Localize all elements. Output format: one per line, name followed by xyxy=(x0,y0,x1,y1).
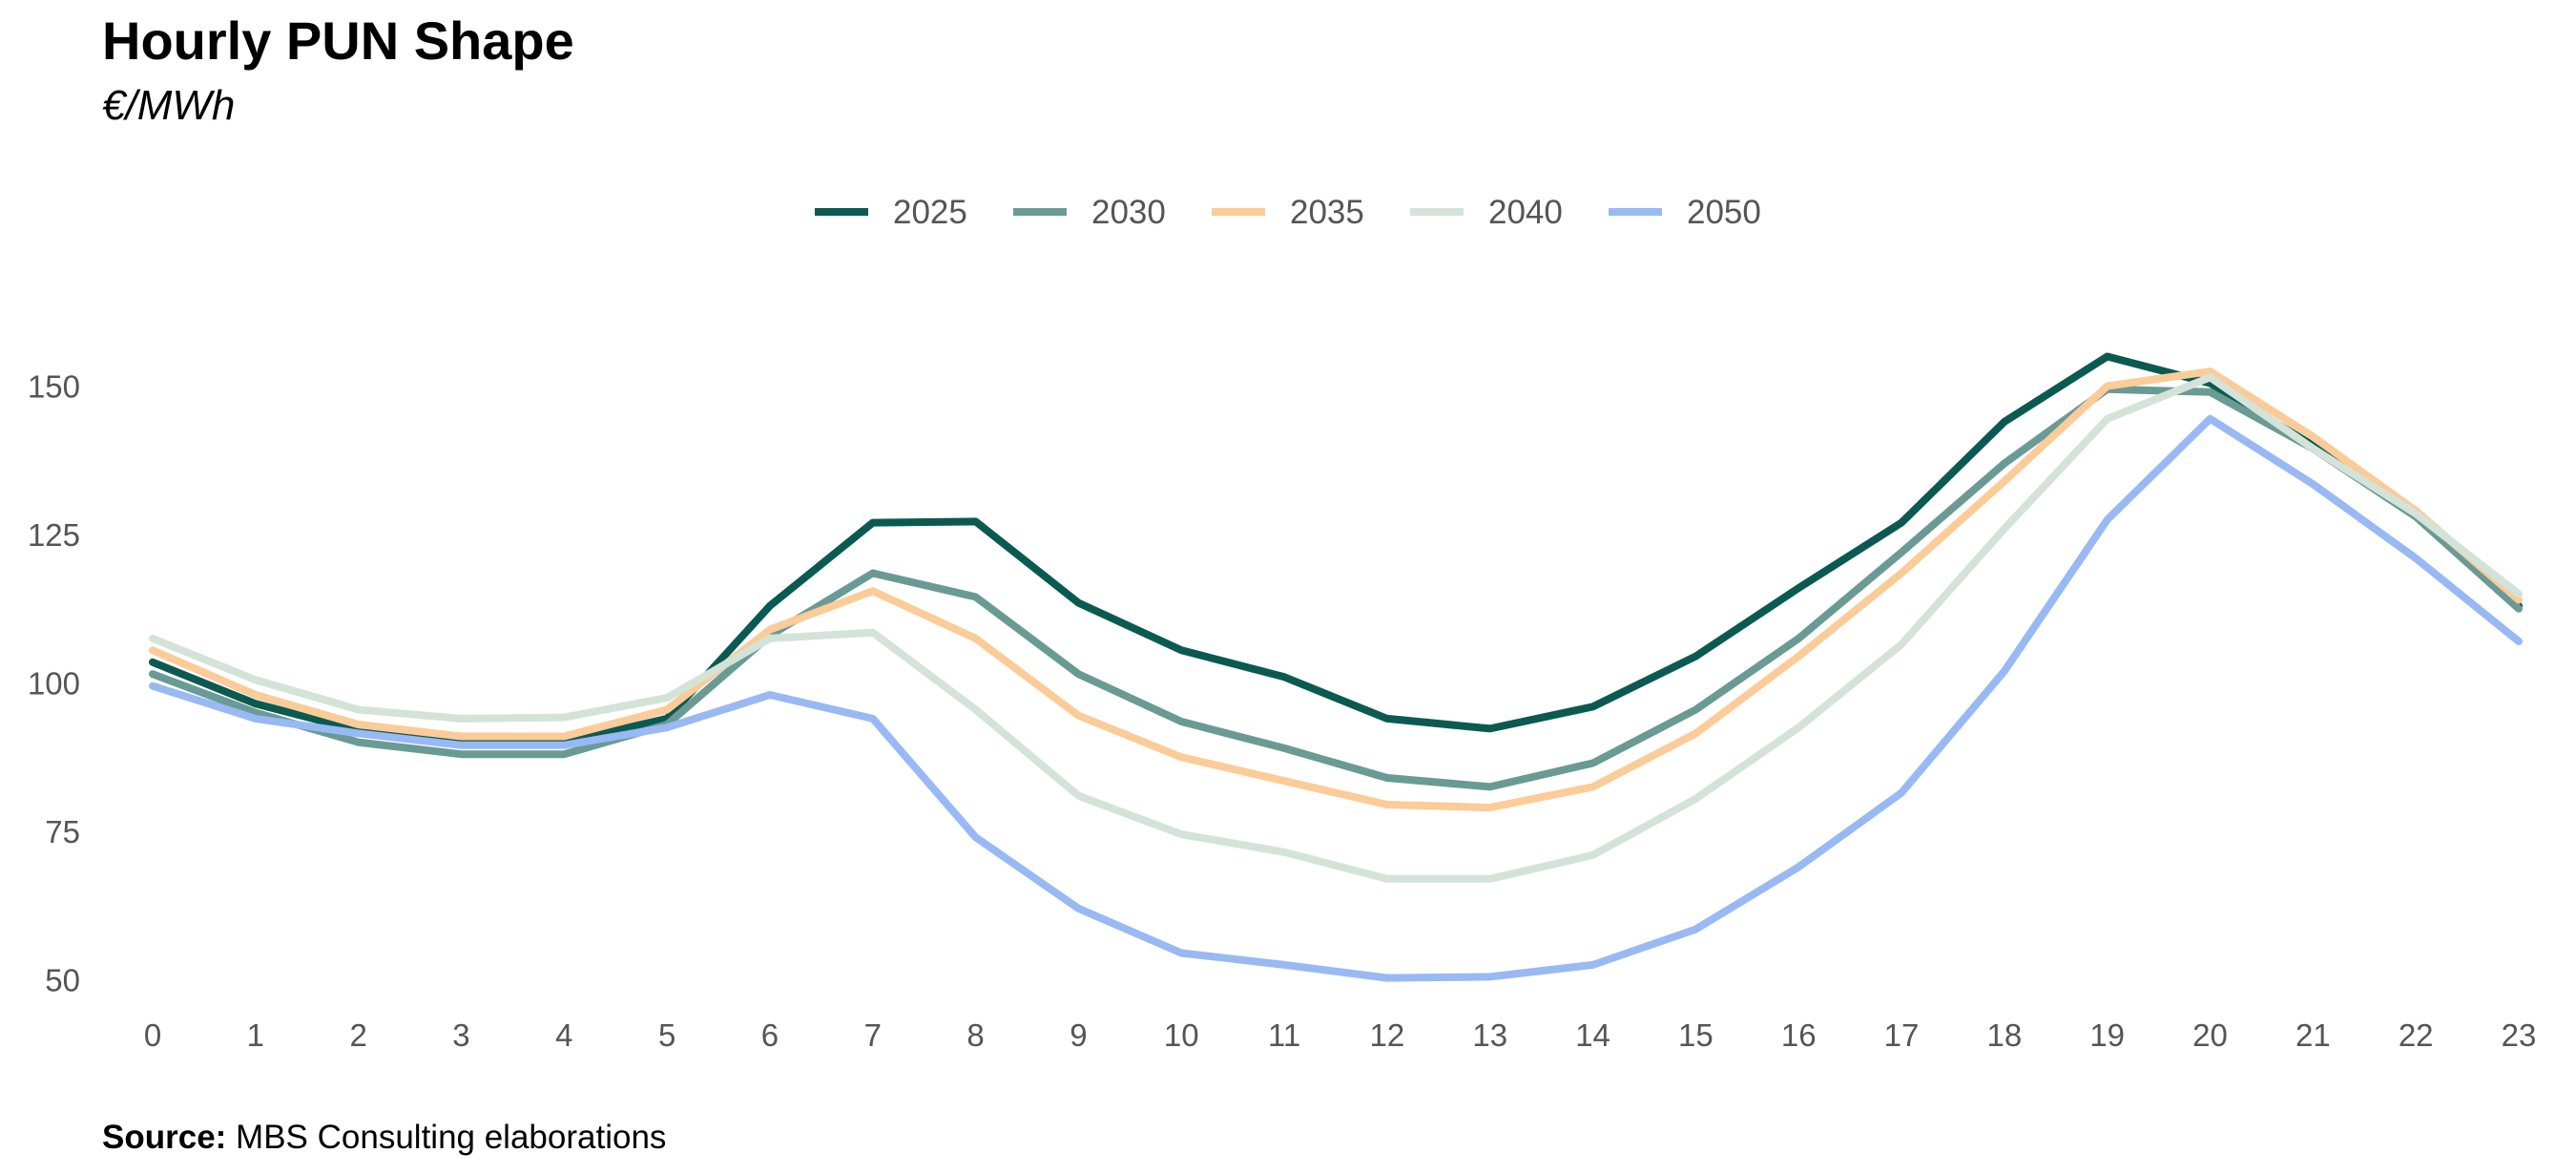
x-tick-label: 11 xyxy=(1268,1017,1300,1053)
source-text: MBS Consulting elaborations xyxy=(236,1119,667,1156)
x-tick-label: 9 xyxy=(1070,1017,1087,1053)
y-axis: 50 75 100 125 150 xyxy=(28,369,80,998)
x-tick-label: 17 xyxy=(1884,1017,1920,1053)
x-tick-label: 14 xyxy=(1575,1017,1610,1053)
x-tick-label: 13 xyxy=(1472,1017,1507,1053)
x-tick-label: 16 xyxy=(1781,1017,1817,1053)
legend-label: 2040 xyxy=(1488,194,1563,231)
x-tick-label: 7 xyxy=(864,1017,882,1053)
source-label: Source: xyxy=(102,1119,227,1156)
x-tick-label: 18 xyxy=(1987,1017,2023,1053)
y-tick-label: 150 xyxy=(28,369,80,405)
x-tick-label: 20 xyxy=(2192,1017,2228,1053)
plot-lines xyxy=(149,352,2523,982)
chart-legend: 2025 2030 2035 2040 2050 xyxy=(815,194,1761,231)
legend-label: 2050 xyxy=(1687,194,1761,231)
legend-item-2030: 2030 xyxy=(1013,194,1166,231)
x-tick-label: 5 xyxy=(658,1017,675,1053)
y-tick-label: 125 xyxy=(28,517,80,553)
series-line-2050 xyxy=(149,414,2523,982)
chart-title: Hourly PUN Shape xyxy=(102,10,574,71)
x-tick-label: 22 xyxy=(2399,1017,2434,1053)
series-line-2035 xyxy=(149,367,2523,812)
series-line-2040 xyxy=(149,373,2523,883)
legend-label: 2025 xyxy=(893,194,967,231)
x-tick-label: 6 xyxy=(761,1017,779,1053)
y-tick-label: 75 xyxy=(45,814,80,849)
x-tick-label: 2 xyxy=(349,1017,366,1053)
chart-subtitle: €/MWh xyxy=(102,82,236,129)
x-tick-label: 21 xyxy=(2296,1017,2331,1053)
legend-label: 2030 xyxy=(1091,194,1166,231)
legend-label: 2035 xyxy=(1290,194,1364,231)
x-tick-label: 10 xyxy=(1164,1017,1199,1053)
legend-item-2040: 2040 xyxy=(1410,194,1563,231)
x-axis: 0 1 2 3 4 5 6 7 8 9 10 11 12 13 14 15 16 17 18 19 20 21 22 23 xyxy=(144,1017,2537,1053)
y-tick-label: 100 xyxy=(28,666,80,702)
legend-item-2050: 2050 xyxy=(1609,194,1761,231)
x-tick-label: 8 xyxy=(966,1017,984,1053)
source-note: Source: MBS Consulting elaborations xyxy=(102,1119,666,1157)
legend-item-2025: 2025 xyxy=(815,194,967,231)
series-line-2030 xyxy=(149,385,2523,791)
x-tick-label: 1 xyxy=(247,1017,264,1053)
y-tick-label: 50 xyxy=(45,962,80,997)
x-tick-label: 23 xyxy=(2502,1017,2537,1053)
x-tick-label: 15 xyxy=(1678,1017,1714,1053)
series-line-2025 xyxy=(149,352,2523,746)
x-tick-label: 12 xyxy=(1370,1017,1405,1053)
x-tick-label: 4 xyxy=(555,1017,572,1053)
x-tick-label: 19 xyxy=(2089,1017,2125,1053)
x-tick-label: 0 xyxy=(144,1017,161,1053)
legend-item-2035: 2035 xyxy=(1212,194,1364,231)
x-tick-label: 3 xyxy=(452,1017,469,1053)
